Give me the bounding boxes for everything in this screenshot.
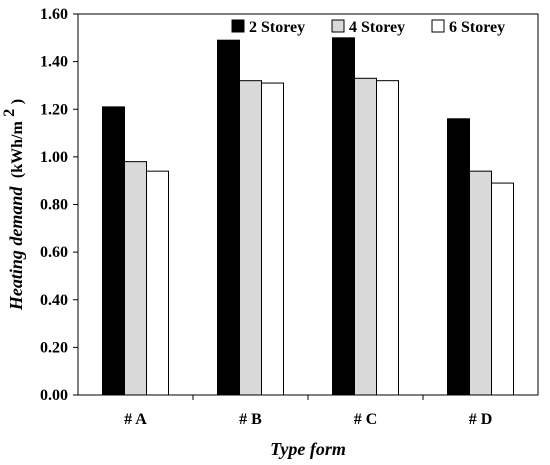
bar-6-storey-b — [261, 82, 284, 396]
x-axis-title: Type form — [270, 439, 346, 459]
legend-label: 2 Storey — [249, 19, 305, 36]
legend-swatch — [331, 19, 345, 33]
y-tick-label: 0.20 — [40, 339, 68, 356]
legend-swatch — [231, 19, 245, 33]
y-tick-label: 1.40 — [40, 54, 68, 71]
bar-6-storey-d — [491, 182, 514, 396]
bar-2-storey-d — [447, 118, 470, 396]
bar-2-storey-a — [102, 106, 125, 396]
bar-6-storey-a — [146, 170, 169, 396]
bar-4-storey-c — [354, 77, 377, 396]
bar-2-storey-c — [332, 37, 355, 396]
x-tick-label: # B — [239, 411, 262, 428]
bar-4-storey-b — [239, 80, 262, 396]
legend-swatch — [431, 19, 445, 33]
legend: 2 Storey 4 Storey 6 Storey — [231, 19, 505, 36]
x-tick-label: # C — [354, 411, 378, 428]
y-tick-label: 0.40 — [40, 292, 68, 309]
y-tick-label: 1.60 — [40, 6, 68, 23]
x-tick-label: # A — [124, 411, 147, 428]
bar-4-storey-d — [469, 170, 492, 396]
y-tick-label: 1.20 — [40, 101, 68, 118]
y-axis-title-unit: (kWh/m — [9, 121, 26, 179]
y-tick-label: 0.80 — [40, 197, 68, 214]
bar-6-storey-c — [376, 80, 399, 396]
y-tick-label: 0.60 — [40, 244, 68, 261]
bar-4-storey-a — [124, 161, 147, 396]
legend-label: 4 Storey — [349, 19, 405, 36]
y-axis-title-unit-close: ) — [9, 99, 26, 104]
x-tick-label: # D — [469, 411, 493, 428]
y-axis-title: Heating demand (kWh/m 2 ) — [1, 99, 27, 311]
y-axis-title-main: Heating demand — [6, 186, 26, 312]
y-tick-label: 0.00 — [40, 387, 68, 404]
bar-2-storey-b — [217, 39, 240, 396]
legend-label: 6 Storey — [449, 19, 505, 36]
y-axis-title-unit-sup: 2 — [1, 109, 18, 117]
bars — [102, 37, 514, 396]
x-axis-ticks: # A # B # C # D — [124, 395, 492, 428]
y-tick-label: 1.00 — [40, 149, 68, 166]
y-axis-ticks: 0.00 0.20 0.40 0.60 0.80 1.00 1.20 1.40 1.60 — [40, 6, 78, 404]
